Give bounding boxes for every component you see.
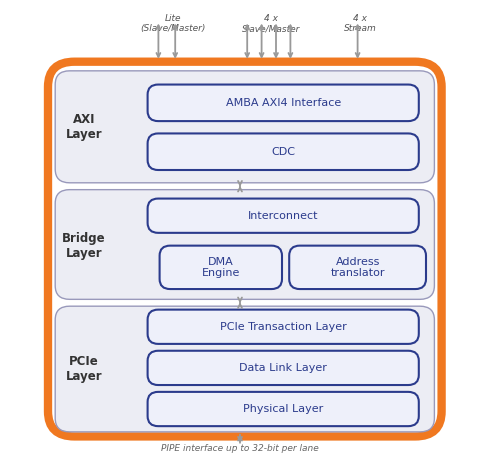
FancyBboxPatch shape [148, 310, 419, 344]
Text: Lite
(Slave/Master): Lite (Slave/Master) [140, 14, 205, 33]
FancyBboxPatch shape [148, 85, 419, 121]
FancyBboxPatch shape [48, 62, 442, 436]
Text: DMA
Engine: DMA Engine [202, 256, 240, 278]
Text: 4 x
Stream: 4 x Stream [344, 14, 376, 33]
FancyBboxPatch shape [55, 71, 434, 183]
Text: Interconnect: Interconnect [248, 211, 318, 221]
Text: AXI
Layer: AXI Layer [66, 113, 102, 141]
FancyBboxPatch shape [148, 133, 419, 170]
FancyBboxPatch shape [148, 392, 419, 426]
FancyBboxPatch shape [148, 351, 419, 385]
Text: Address
translator: Address translator [330, 256, 385, 278]
FancyBboxPatch shape [55, 190, 434, 299]
Text: Bridge
Layer: Bridge Layer [62, 232, 106, 260]
Text: PIPE interface up to 32-bit per lane: PIPE interface up to 32-bit per lane [161, 444, 319, 453]
Text: CDC: CDC [271, 147, 295, 157]
Text: 4 x
Slave/Master: 4 x Slave/Master [242, 14, 300, 33]
FancyBboxPatch shape [55, 306, 434, 432]
FancyBboxPatch shape [159, 246, 282, 289]
Text: Data Link Layer: Data Link Layer [239, 363, 327, 373]
Text: AMBA AXI4 Interface: AMBA AXI4 Interface [226, 98, 341, 108]
FancyBboxPatch shape [289, 246, 426, 289]
Text: PCIe
Layer: PCIe Layer [66, 355, 102, 383]
FancyBboxPatch shape [148, 199, 419, 233]
Text: PCIe Transaction Layer: PCIe Transaction Layer [220, 322, 347, 332]
Text: Physical Layer: Physical Layer [243, 404, 324, 414]
